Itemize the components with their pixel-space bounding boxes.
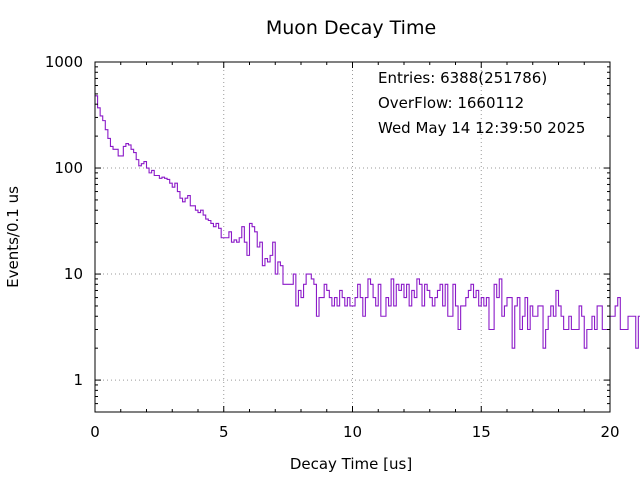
y-tick-label: 100 bbox=[54, 159, 83, 177]
y-axis-label: Events/0.1 us bbox=[4, 186, 22, 288]
grid-layer bbox=[95, 62, 610, 412]
plot-frame bbox=[94, 61, 611, 413]
series-layer bbox=[95, 95, 640, 349]
x-tick-label: 0 bbox=[90, 423, 100, 441]
y-tick-label: 10 bbox=[64, 265, 83, 283]
x-tick-label: 10 bbox=[343, 423, 362, 441]
annotation-entries: Entries: 6388(251786) bbox=[378, 69, 547, 87]
x-tick-label: 20 bbox=[600, 423, 619, 441]
x-axis-label: Decay Time [us] bbox=[290, 455, 412, 473]
annotation-date: Wed May 14 12:39:50 2025 bbox=[378, 119, 585, 137]
chart-title: Muon Decay Time bbox=[266, 17, 436, 39]
x-tick-label: 15 bbox=[472, 423, 491, 441]
y-tick-label: 1000 bbox=[45, 53, 83, 71]
x-tick-labels: 0 5 10 15 20 bbox=[90, 423, 619, 441]
y-tick-label: 1 bbox=[73, 371, 83, 389]
annotation-overflow: OverFlow: 1660112 bbox=[378, 94, 524, 112]
y-tick-labels: 1 10 100 1000 bbox=[45, 53, 83, 389]
x-tick-label: 5 bbox=[219, 423, 229, 441]
histogram-series-0 bbox=[95, 95, 640, 349]
